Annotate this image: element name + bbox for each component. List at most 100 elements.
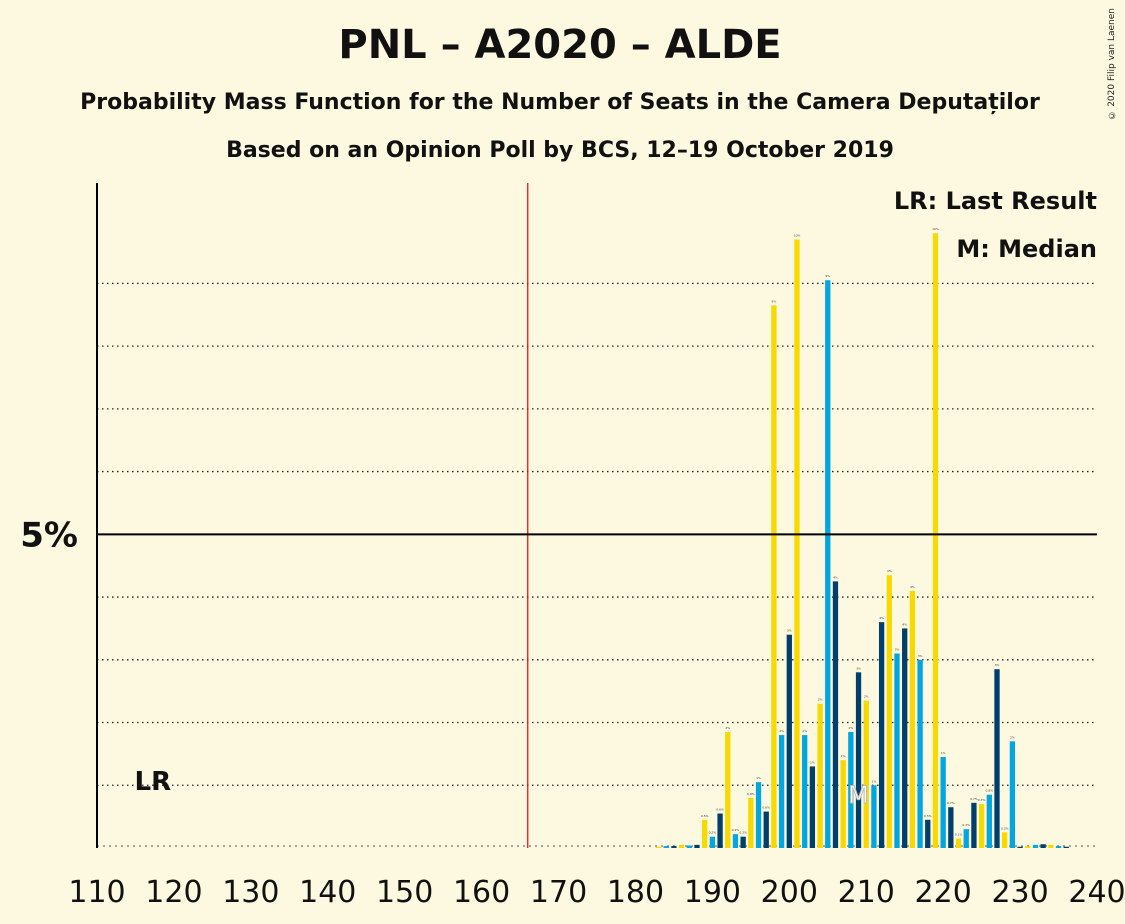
chart-subtitle: Probability Mass Function for the Number…	[80, 90, 1040, 115]
bar-label-seat-199: 2%	[779, 729, 784, 733]
x-tick-110: 110	[68, 875, 125, 910]
chart-title: PNL – A2020 – ALDE	[338, 22, 782, 68]
bar-seat-210	[863, 700, 869, 848]
bar-label-seat-227: 3%	[995, 663, 1000, 667]
bar-seat-185	[671, 846, 677, 848]
bar-label-seat-218: 0.5%	[924, 814, 932, 818]
bar-label-seat-195: 0.8%	[747, 792, 755, 796]
x-tick-220: 220	[915, 875, 972, 910]
bar-label-seat-201: 10%	[794, 233, 801, 237]
gridlines	[97, 282, 1097, 786]
bar-label-seat-194: 0.2%	[739, 831, 747, 835]
bar-seat-187	[686, 845, 692, 848]
bar-seat-217	[917, 659, 923, 848]
bars	[655, 233, 1069, 849]
x-tick-130: 130	[222, 875, 279, 910]
bar-label-seat-215: 4%	[902, 622, 907, 626]
chart-source: Based on an Opinion Poll by BCS, 12–19 O…	[226, 138, 894, 163]
bar-seat-233	[1040, 844, 1046, 848]
bar-label-seat-222: 0.1%	[955, 833, 963, 837]
bar-label-seat-197: 0.6%	[762, 806, 770, 810]
x-tick-labels: 110 120 130 140 150 160 170 180 190 200 210 220 230 2…	[68, 875, 1125, 910]
bar-seat-208	[848, 731, 854, 848]
y-tick-label-5pct: 5%	[20, 515, 78, 555]
bar-label-seat-200: 3%	[787, 629, 792, 633]
bar-label-seat-223: 0.3%	[962, 823, 970, 827]
bar-seat-205	[825, 280, 831, 848]
bar-label-seat-213: 4%	[887, 569, 892, 573]
x-tick-190: 190	[684, 875, 741, 910]
bar-seat-193	[732, 834, 739, 848]
bar-label-seat-206: 4%	[833, 575, 838, 579]
bar-seat-212	[878, 622, 885, 848]
bar-seat-220	[940, 757, 946, 848]
bar-seat-199	[778, 735, 785, 848]
bar-seat-226	[986, 794, 992, 848]
bar-seat-183	[655, 846, 662, 848]
bar-label-seat-220: 1%	[941, 751, 946, 755]
bar-seat-207	[840, 760, 846, 848]
last-result-marker: LR	[135, 767, 172, 797]
bar-seat-192	[725, 731, 731, 848]
bar-label-seat-221: 0.7%	[947, 801, 955, 805]
legend-median: M: Median	[956, 235, 1097, 263]
x-tick-150: 150	[376, 875, 433, 910]
bar-seat-215	[902, 628, 908, 848]
bar-seat-216	[909, 590, 916, 848]
bar-seat-188	[694, 844, 700, 848]
bar-seat-232	[1032, 844, 1039, 848]
bar-label-seat-192: 2%	[725, 726, 730, 730]
bar-seat-209	[855, 672, 862, 848]
x-tick-240: 240	[1068, 875, 1125, 910]
bar-seat-225	[978, 804, 985, 848]
bar-label-seat-210: 2%	[864, 695, 869, 699]
bar-seat-189	[702, 819, 708, 848]
bar-seat-234	[1048, 844, 1054, 848]
bar-label-seat-193: 0.2%	[732, 828, 740, 832]
bar-seat-230	[1017, 846, 1023, 848]
bar-label-seat-219: 10%	[932, 227, 939, 231]
bar-seat-200	[786, 634, 792, 848]
bar-seat-235	[1055, 846, 1062, 848]
bar-seat-197	[763, 811, 769, 848]
bar-seat-195	[748, 797, 754, 848]
bar-seat-206	[832, 581, 839, 848]
bar-label-seat-211: 1%	[872, 779, 877, 783]
bar-label-seat-229: 2%	[1010, 735, 1015, 739]
x-tick-210: 210	[838, 875, 895, 910]
bar-seat-222	[955, 838, 962, 848]
bar-seat-203	[809, 766, 816, 848]
bar-seat-201	[794, 239, 800, 848]
bar-label-seat-190: 0.2%	[709, 831, 717, 835]
bar-seat-190	[709, 836, 716, 848]
bar-seat-223	[963, 829, 969, 848]
bar-label-seat-196: 1%	[756, 776, 761, 780]
bar-label-seat-209: 3%	[856, 666, 861, 670]
bar-label-seat-224: 0.7%	[970, 797, 978, 801]
x-tick-230: 230	[991, 875, 1048, 910]
bar-label-seat-203: 1%	[810, 760, 815, 764]
bar-seat-194	[740, 836, 746, 848]
bar-seat-184	[663, 846, 669, 848]
bar-label-seat-208: 2%	[848, 726, 853, 730]
bar-seat-224	[971, 802, 977, 848]
x-tick-160: 160	[453, 875, 510, 910]
bar-label-seat-202: 2%	[802, 729, 807, 733]
median-marker: M	[848, 781, 869, 809]
bar-seat-228	[1002, 832, 1008, 848]
bar-seat-198	[771, 305, 777, 848]
x-tick-120: 120	[145, 875, 202, 910]
bar-label-seat-225: 0.7%	[978, 798, 986, 802]
bar-seat-218	[925, 819, 931, 848]
x-tick-180: 180	[607, 875, 664, 910]
bar-label-seat-214: 3%	[895, 648, 900, 652]
bar-label-seat-216: 4%	[910, 585, 915, 589]
bar-labels: 0.5%0.2%0.6%2%0.2%0.2%0.8%1%0.6%9%2%3%10…	[701, 227, 1015, 836]
bar-seat-204	[817, 703, 823, 848]
bar-seat-236	[1063, 846, 1069, 848]
bar-label-seat-189: 0.5%	[701, 814, 709, 818]
bar-seat-191	[717, 813, 723, 848]
bar-seat-219	[932, 233, 939, 849]
bar-seat-227	[994, 669, 1000, 848]
